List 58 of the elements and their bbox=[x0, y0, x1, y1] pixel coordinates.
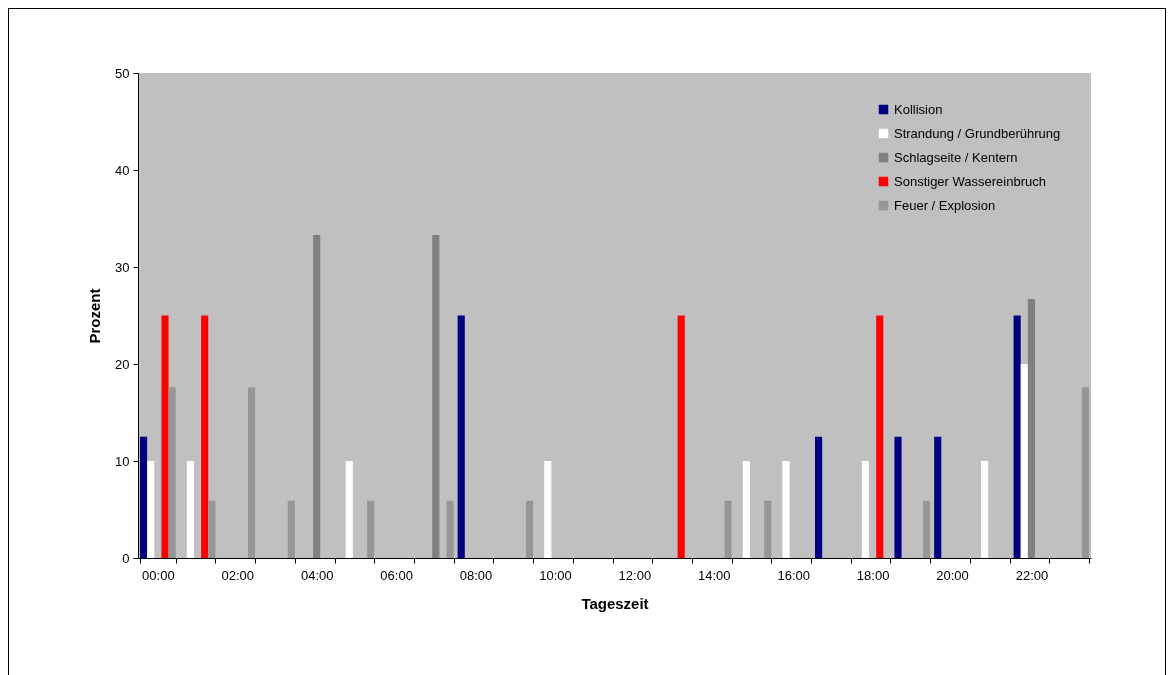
x-tick-label: 22:00 bbox=[1015, 567, 1049, 583]
x-tick-label: 10:00 bbox=[539, 567, 572, 583]
legend-label: Schlagseite / Kentern bbox=[894, 149, 1018, 165]
x-tick-label: 12:00 bbox=[618, 567, 652, 583]
bar bbox=[724, 500, 732, 558]
bar bbox=[345, 461, 353, 558]
x-tick-label: 04:00 bbox=[300, 567, 334, 583]
y-axis-title: Prozent bbox=[86, 288, 104, 344]
bar bbox=[934, 436, 942, 558]
bar bbox=[446, 500, 454, 558]
bar bbox=[544, 461, 552, 558]
bar bbox=[894, 436, 902, 558]
y-tick-label: 30 bbox=[115, 259, 130, 275]
bar bbox=[764, 500, 772, 558]
x-tick-label: 14:00 bbox=[698, 567, 731, 583]
bar bbox=[313, 234, 321, 558]
y-tick-label: 20 bbox=[115, 356, 130, 372]
y-tick-label: 10 bbox=[115, 453, 130, 469]
x-axis-title: Tageszeit bbox=[581, 594, 649, 612]
legend-label: Feuer / Explosion bbox=[894, 197, 996, 213]
bar bbox=[742, 461, 750, 558]
bar bbox=[457, 315, 465, 558]
bar bbox=[815, 436, 823, 558]
bar bbox=[876, 315, 884, 558]
bar bbox=[677, 315, 685, 558]
bar bbox=[923, 500, 931, 558]
bar bbox=[1027, 299, 1036, 558]
bar bbox=[247, 387, 256, 558]
bar bbox=[367, 500, 375, 558]
bar bbox=[208, 500, 216, 558]
legend-label: Kollision bbox=[894, 101, 943, 117]
bar bbox=[139, 436, 148, 558]
bar bbox=[201, 315, 209, 558]
x-tick-label: 00:00 bbox=[142, 567, 175, 583]
x-tick-label: 18:00 bbox=[856, 567, 890, 583]
x-tick-label: 02:00 bbox=[221, 567, 255, 583]
legend-label: Sonstiger Wassereinbruch bbox=[894, 173, 1046, 189]
bar bbox=[432, 234, 440, 558]
y-tick-label: 40 bbox=[115, 162, 130, 178]
bar bbox=[981, 461, 989, 558]
bar bbox=[1081, 387, 1090, 558]
x-tick-label: 16:00 bbox=[777, 567, 810, 583]
bar bbox=[1013, 315, 1021, 558]
bar bbox=[525, 500, 534, 558]
bar bbox=[147, 461, 155, 558]
bar bbox=[186, 461, 194, 558]
y-tick-label: 50 bbox=[115, 65, 130, 81]
x-tick-label: 08:00 bbox=[459, 567, 493, 583]
bar bbox=[782, 461, 790, 558]
y-tick-label: 0 bbox=[122, 550, 130, 566]
bar bbox=[168, 387, 176, 558]
bar bbox=[287, 500, 295, 558]
bar bbox=[161, 315, 169, 558]
legend-label: Strandung / Grundberührung bbox=[894, 125, 1061, 141]
bar bbox=[861, 461, 870, 558]
x-tick-label: 20:00 bbox=[936, 567, 969, 583]
x-tick-label: 06:00 bbox=[380, 567, 413, 583]
bar bbox=[1020, 364, 1028, 558]
